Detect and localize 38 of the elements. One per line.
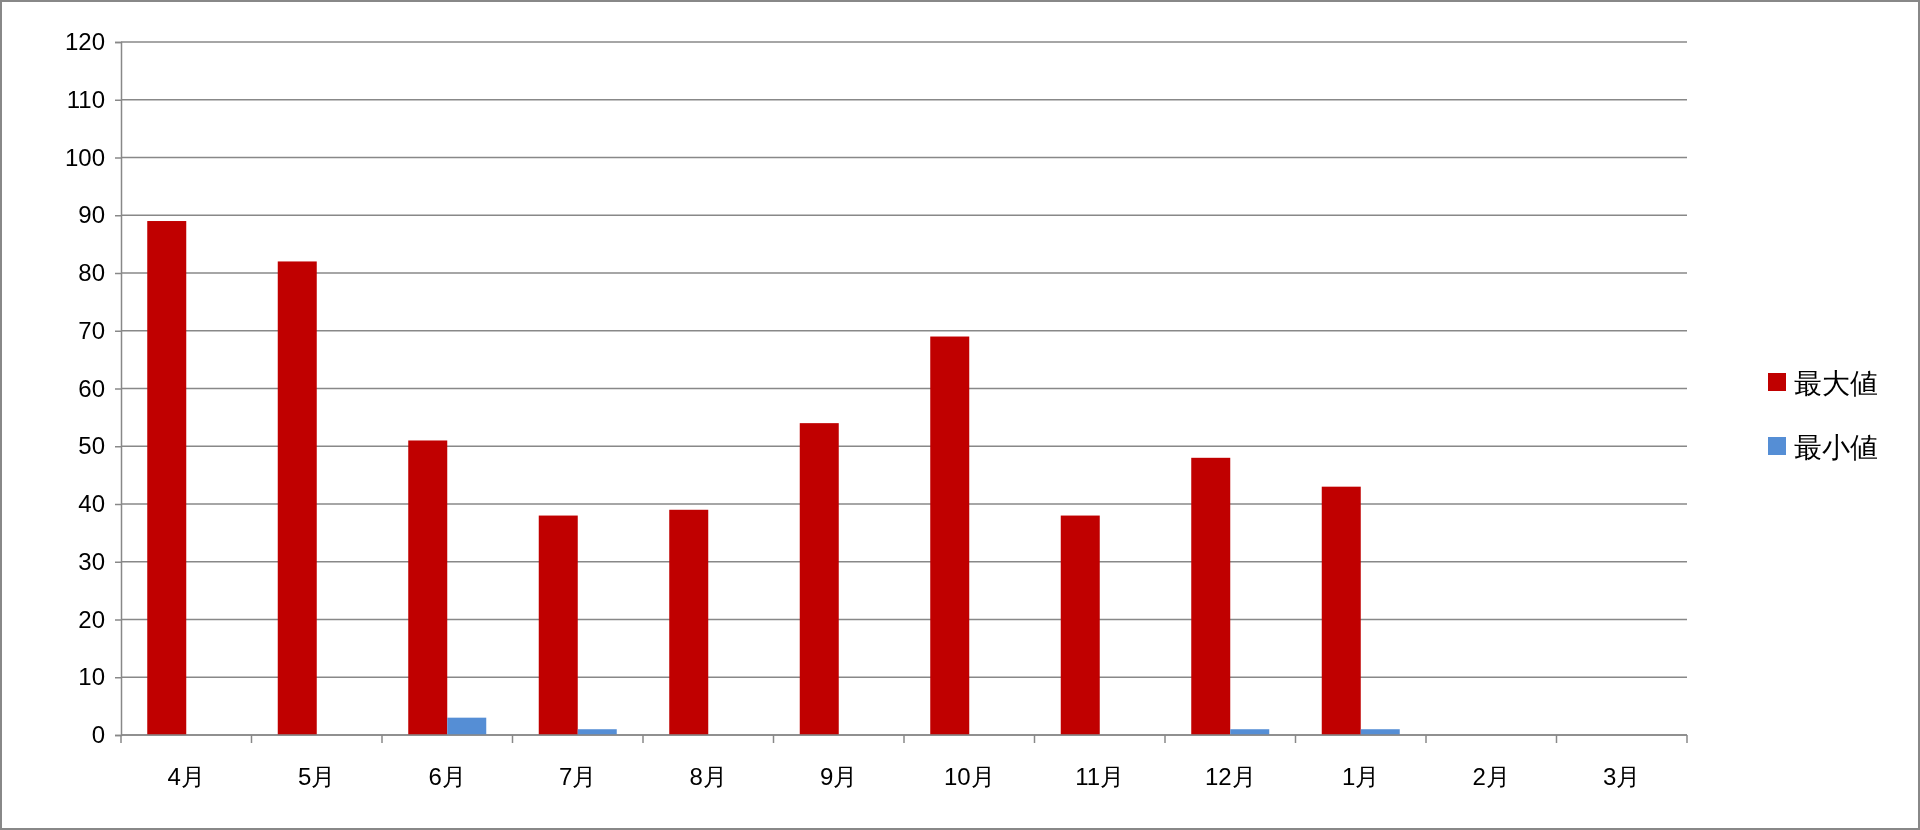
bar: [408, 440, 448, 735]
x-tick-label: 10月: [943, 763, 995, 790]
y-tick-label: 50: [78, 432, 105, 460]
y-tick-label: 0: [91, 721, 105, 749]
y-tick-label: 70: [78, 316, 105, 344]
x-tick-label: 4月: [167, 763, 205, 790]
bar: [799, 423, 839, 735]
y-tick-label: 110: [66, 85, 105, 113]
y-tick-label: 90: [78, 201, 105, 229]
x-tick-label: 7月: [559, 763, 597, 790]
y-tick-label: 60: [78, 374, 105, 402]
x-tick-label: 3月: [1603, 763, 1641, 790]
y-tick-label: 40: [78, 490, 105, 518]
x-tick-label: 1月: [1342, 763, 1380, 790]
bar: [147, 221, 187, 735]
y-tick-label: 100: [64, 143, 105, 171]
y-tick-label: 20: [78, 605, 105, 633]
bar: [930, 336, 970, 735]
x-tick-label: 2月: [1472, 763, 1510, 790]
bar: [1060, 515, 1100, 735]
bar: [538, 515, 578, 735]
x-tick-label: 11月: [1075, 763, 1125, 790]
x-tick-label: 12月: [1204, 763, 1256, 790]
bar: [1191, 457, 1231, 735]
y-tick-label: 120: [64, 28, 105, 56]
bar: [447, 717, 487, 735]
y-tick-label: 10: [78, 663, 105, 691]
y-tick-label: 30: [78, 547, 105, 575]
x-tick-label: 5月: [298, 763, 336, 790]
bar: [669, 509, 709, 735]
y-tick-label: 80: [78, 259, 105, 287]
bar: [277, 261, 317, 735]
x-tick-label: 8月: [689, 763, 727, 790]
legend-label: 最大値: [1794, 368, 1878, 399]
x-tick-label: 9月: [820, 763, 858, 790]
x-tick-label: 6月: [428, 763, 466, 790]
bar: [1321, 486, 1361, 735]
legend-label: 最小値: [1794, 432, 1878, 463]
